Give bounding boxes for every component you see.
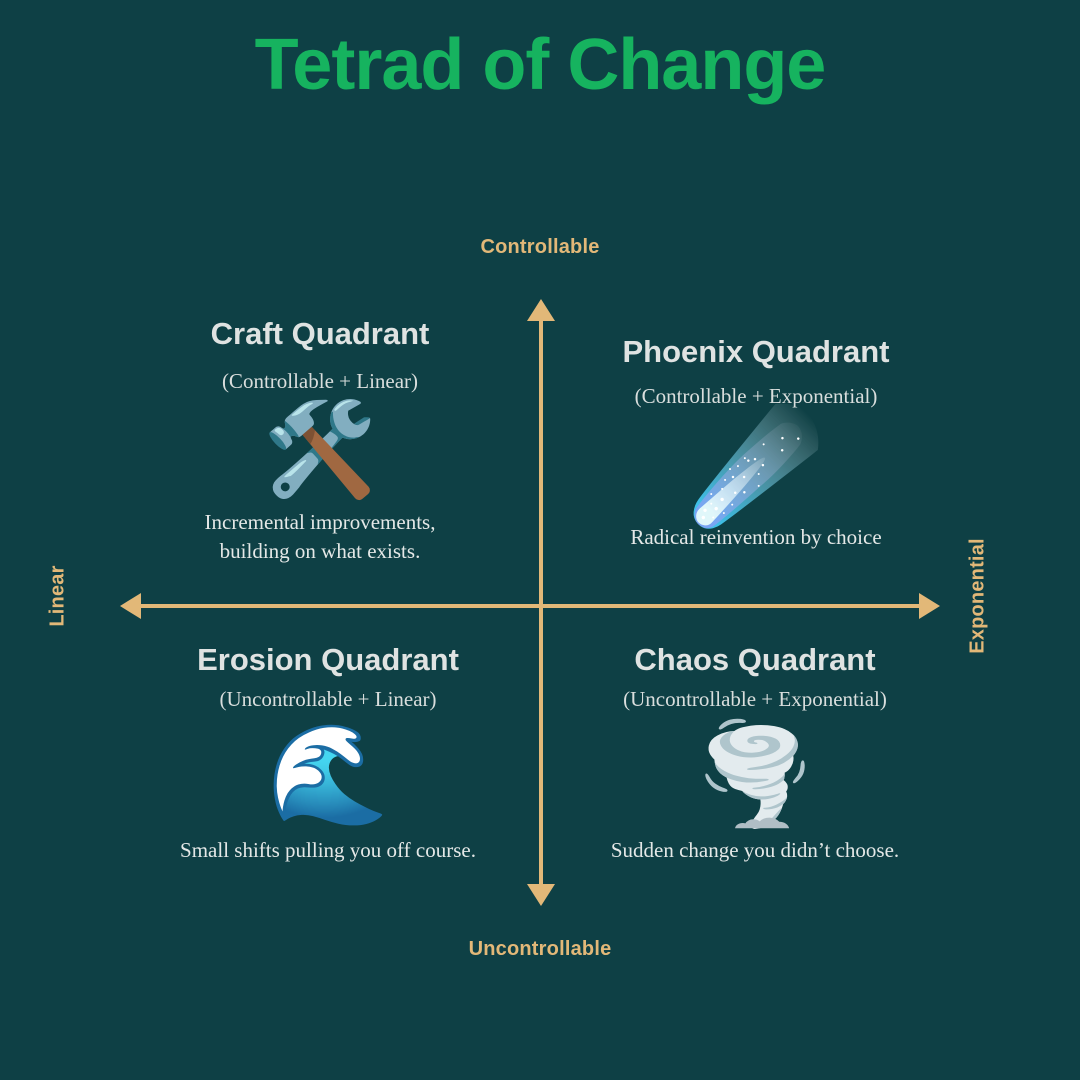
quadrant-erosion-description: Small shifts pulling you off course. bbox=[180, 837, 476, 862]
quadrant-chaos-description: Sudden change you didn’t choose. bbox=[610, 837, 900, 862]
page-title: Tetrad of Change bbox=[254, 25, 827, 105]
axis-label-exponential: Exponential bbox=[966, 538, 989, 654]
quadrant-craft: Craft Quadrant (Controllable + Linear) 🛠… bbox=[120, 316, 520, 566]
axis-label-controllable: Controllable bbox=[480, 236, 600, 258]
arrow-down-icon bbox=[527, 884, 555, 906]
quadrant-chaos-title: Chaos Quadrant bbox=[634, 642, 876, 677]
quadrant-phoenix-description: Radical reinvention by choice bbox=[630, 524, 882, 549]
arrow-up-icon bbox=[527, 299, 555, 321]
quadrant-craft-description: Incremental improvements, building on wha… bbox=[204, 509, 436, 563]
comet-icon: ☄️ bbox=[688, 403, 824, 529]
quadrant-phoenix-subtitle: (Controllable + Exponential) bbox=[634, 383, 878, 408]
hammer-and-wrench-icon: 🛠️ bbox=[262, 395, 378, 503]
quadrant-erosion: Erosion Quadrant (Uncontrollable + Linea… bbox=[128, 642, 528, 865]
axis-label-uncontrollable: Uncontrollable bbox=[468, 938, 612, 960]
quadrant-chaos: Chaos Quadrant (Uncontrollable + Exponen… bbox=[555, 642, 955, 865]
arrow-left-icon bbox=[120, 593, 141, 619]
quadrant-craft-title: Craft Quadrant bbox=[210, 316, 430, 351]
water-wave-icon: 🌊 bbox=[266, 717, 390, 832]
quadrant-phoenix: Phoenix Quadrant (Controllable + Exponen… bbox=[556, 334, 956, 552]
axis-label-linear: Linear bbox=[46, 565, 69, 627]
arrow-right-icon bbox=[919, 593, 940, 619]
tornado-icon: 🌪️ bbox=[693, 717, 817, 832]
quadrant-erosion-title: Erosion Quadrant bbox=[197, 642, 459, 677]
horizontal-axis-line bbox=[139, 604, 921, 608]
quadrant-chaos-subtitle: (Uncontrollable + Exponential) bbox=[623, 686, 887, 711]
quadrant-phoenix-title: Phoenix Quadrant bbox=[622, 334, 890, 369]
quadrant-erosion-subtitle: (Uncontrollable + Linear) bbox=[219, 686, 437, 711]
quadrant-craft-subtitle: (Controllable + Linear) bbox=[221, 368, 419, 393]
vertical-axis-line bbox=[539, 318, 543, 886]
